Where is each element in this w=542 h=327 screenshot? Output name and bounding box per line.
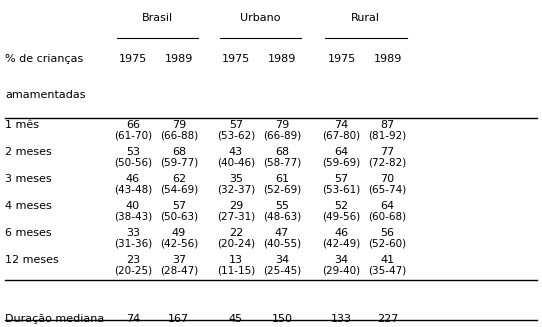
Text: 133: 133: [331, 314, 352, 324]
Text: (59-77): (59-77): [160, 157, 198, 167]
Text: (52-60): (52-60): [369, 238, 406, 248]
Text: Duração mediana: Duração mediana: [5, 314, 105, 324]
Text: (50-63): (50-63): [160, 211, 198, 221]
Text: 1989: 1989: [268, 54, 296, 64]
Text: 55: 55: [275, 201, 289, 211]
Text: (66-89): (66-89): [263, 130, 301, 140]
Text: Rural: Rural: [351, 13, 380, 23]
Text: 34: 34: [334, 255, 349, 265]
Text: 46: 46: [334, 228, 349, 238]
Text: (53-61): (53-61): [322, 184, 360, 194]
Text: 33: 33: [126, 228, 140, 238]
Text: 49: 49: [172, 228, 186, 238]
Text: 52: 52: [334, 201, 349, 211]
Text: Brasil: Brasil: [141, 13, 173, 23]
Text: (53-62): (53-62): [217, 130, 255, 140]
Text: (27-31): (27-31): [217, 211, 255, 221]
Text: 40: 40: [126, 201, 140, 211]
Text: (29-40): (29-40): [322, 265, 360, 275]
Text: (20-25): (20-25): [114, 265, 152, 275]
Text: 43: 43: [229, 147, 243, 157]
Text: 66: 66: [126, 120, 140, 130]
Text: 22: 22: [229, 228, 243, 238]
Text: 34: 34: [275, 255, 289, 265]
Text: 74: 74: [126, 314, 140, 324]
Text: Urbano: Urbano: [240, 13, 280, 23]
Text: 3 meses: 3 meses: [5, 174, 52, 184]
Text: 167: 167: [169, 314, 189, 324]
Text: 1975: 1975: [222, 54, 250, 64]
Text: 1989: 1989: [165, 54, 193, 64]
Text: (35-47): (35-47): [369, 265, 406, 275]
Text: (67-80): (67-80): [322, 130, 360, 140]
Text: 77: 77: [380, 147, 395, 157]
Text: 1975: 1975: [327, 54, 356, 64]
Text: 45: 45: [229, 314, 243, 324]
Text: 57: 57: [229, 120, 243, 130]
Text: 64: 64: [380, 201, 395, 211]
Text: 87: 87: [380, 120, 395, 130]
Text: 6 meses: 6 meses: [5, 228, 52, 238]
Text: (52-69): (52-69): [263, 184, 301, 194]
Text: (31-36): (31-36): [114, 238, 152, 248]
Text: (60-68): (60-68): [369, 211, 406, 221]
Text: 68: 68: [172, 147, 186, 157]
Text: 29: 29: [229, 201, 243, 211]
Text: 74: 74: [334, 120, 349, 130]
Text: (40-46): (40-46): [217, 157, 255, 167]
Text: 61: 61: [275, 174, 289, 184]
Text: 35: 35: [229, 174, 243, 184]
Text: 56: 56: [380, 228, 395, 238]
Text: 12 meses: 12 meses: [5, 255, 59, 265]
Text: (42-56): (42-56): [160, 238, 198, 248]
Text: 47: 47: [275, 228, 289, 238]
Text: 150: 150: [272, 314, 292, 324]
Text: (40-55): (40-55): [263, 238, 301, 248]
Text: (54-69): (54-69): [160, 184, 198, 194]
Text: (50-56): (50-56): [114, 157, 152, 167]
Text: % de crianças: % de crianças: [5, 54, 83, 64]
Text: (38-43): (38-43): [114, 211, 152, 221]
Text: 41: 41: [380, 255, 395, 265]
Text: 79: 79: [172, 120, 186, 130]
Text: (66-88): (66-88): [160, 130, 198, 140]
Text: amamentadas: amamentadas: [5, 90, 86, 100]
Text: 23: 23: [126, 255, 140, 265]
Text: 1975: 1975: [119, 54, 147, 64]
Text: 37: 37: [172, 255, 186, 265]
Text: (25-45): (25-45): [263, 265, 301, 275]
Text: 62: 62: [172, 174, 186, 184]
Text: (42-49): (42-49): [322, 238, 360, 248]
Text: 64: 64: [334, 147, 349, 157]
Text: 68: 68: [275, 147, 289, 157]
Text: (58-77): (58-77): [263, 157, 301, 167]
Text: 70: 70: [380, 174, 395, 184]
Text: 1 mês: 1 mês: [5, 120, 40, 130]
Text: (81-92): (81-92): [369, 130, 406, 140]
Text: 2 meses: 2 meses: [5, 147, 52, 157]
Text: 57: 57: [172, 201, 186, 211]
Text: 57: 57: [334, 174, 349, 184]
Text: 46: 46: [126, 174, 140, 184]
Text: 4 meses: 4 meses: [5, 201, 52, 211]
Text: (48-63): (48-63): [263, 211, 301, 221]
Text: (28-47): (28-47): [160, 265, 198, 275]
Text: (11-15): (11-15): [217, 265, 255, 275]
Text: (32-37): (32-37): [217, 184, 255, 194]
Text: 13: 13: [229, 255, 243, 265]
Text: 227: 227: [377, 314, 398, 324]
Text: 79: 79: [275, 120, 289, 130]
Text: 53: 53: [126, 147, 140, 157]
Text: (43-48): (43-48): [114, 184, 152, 194]
Text: (49-56): (49-56): [322, 211, 360, 221]
Text: (59-69): (59-69): [322, 157, 360, 167]
Text: 1989: 1989: [373, 54, 402, 64]
Text: (61-70): (61-70): [114, 130, 152, 140]
Text: (20-24): (20-24): [217, 238, 255, 248]
Text: (65-74): (65-74): [369, 184, 406, 194]
Text: (72-82): (72-82): [369, 157, 406, 167]
